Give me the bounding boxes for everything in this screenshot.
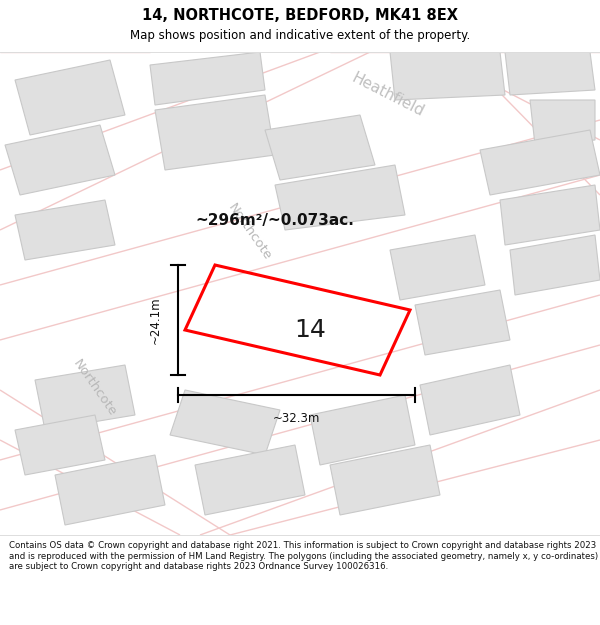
Polygon shape [505, 52, 595, 95]
Polygon shape [265, 115, 375, 180]
Text: 14, NORTHCOTE, BEDFORD, MK41 8EX: 14, NORTHCOTE, BEDFORD, MK41 8EX [142, 9, 458, 24]
Polygon shape [195, 445, 305, 515]
Text: ~24.1m: ~24.1m [149, 296, 161, 344]
Polygon shape [275, 165, 405, 230]
Polygon shape [35, 365, 135, 430]
Text: Heathfield: Heathfield [349, 71, 427, 119]
Polygon shape [5, 125, 115, 195]
Text: Map shows position and indicative extent of the property.: Map shows position and indicative extent… [130, 29, 470, 42]
Text: ~296m²/~0.073ac.: ~296m²/~0.073ac. [195, 213, 354, 228]
Polygon shape [55, 455, 165, 525]
Polygon shape [170, 390, 280, 455]
Text: ~32.3m: ~32.3m [272, 412, 320, 425]
Polygon shape [15, 200, 115, 260]
Polygon shape [330, 445, 440, 515]
Text: Northcote: Northcote [71, 357, 119, 419]
Polygon shape [420, 365, 520, 435]
Polygon shape [150, 52, 265, 105]
Polygon shape [310, 395, 415, 465]
Text: Northcote: Northcote [226, 201, 274, 262]
Polygon shape [530, 100, 595, 145]
Polygon shape [510, 235, 600, 295]
Text: Contains OS data © Crown copyright and database right 2021. This information is : Contains OS data © Crown copyright and d… [9, 541, 598, 571]
Text: 14: 14 [294, 318, 326, 342]
Polygon shape [15, 415, 105, 475]
Polygon shape [500, 185, 600, 245]
Polygon shape [15, 60, 125, 135]
Polygon shape [155, 95, 275, 170]
Polygon shape [390, 235, 485, 300]
Polygon shape [480, 130, 600, 195]
Polygon shape [390, 52, 505, 100]
Polygon shape [415, 290, 510, 355]
